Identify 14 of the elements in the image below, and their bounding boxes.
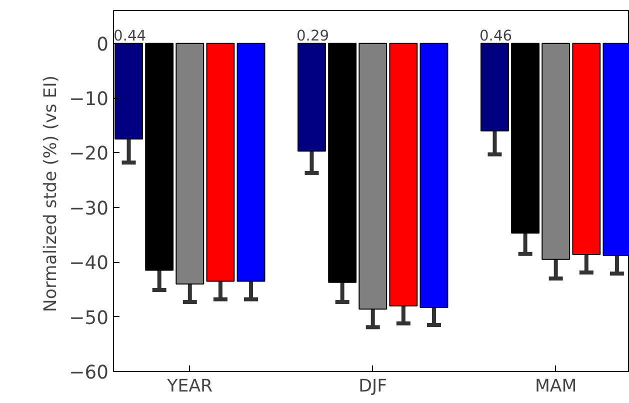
x-tick-label: YEAR (166, 376, 213, 396)
y-tick-label: 0 (96, 34, 109, 56)
y-tick-label: −20 (69, 144, 109, 165)
y-tick-label: −30 (69, 198, 109, 220)
y-tick-label: −10 (69, 89, 109, 110)
x-tick-label: MAM (534, 376, 577, 396)
annotation: 0.44 (114, 27, 146, 44)
x-tick-label: DJF (358, 376, 388, 396)
y-tick-label: −60 (69, 362, 109, 384)
annotation: 0.29 (296, 27, 330, 44)
y-axis-title: Normalized stde (%) (vs EI) (41, 75, 62, 312)
y-tick-label: −50 (69, 308, 109, 329)
y-tick-label: −40 (69, 253, 109, 274)
annotation: 0.46 (479, 27, 512, 44)
